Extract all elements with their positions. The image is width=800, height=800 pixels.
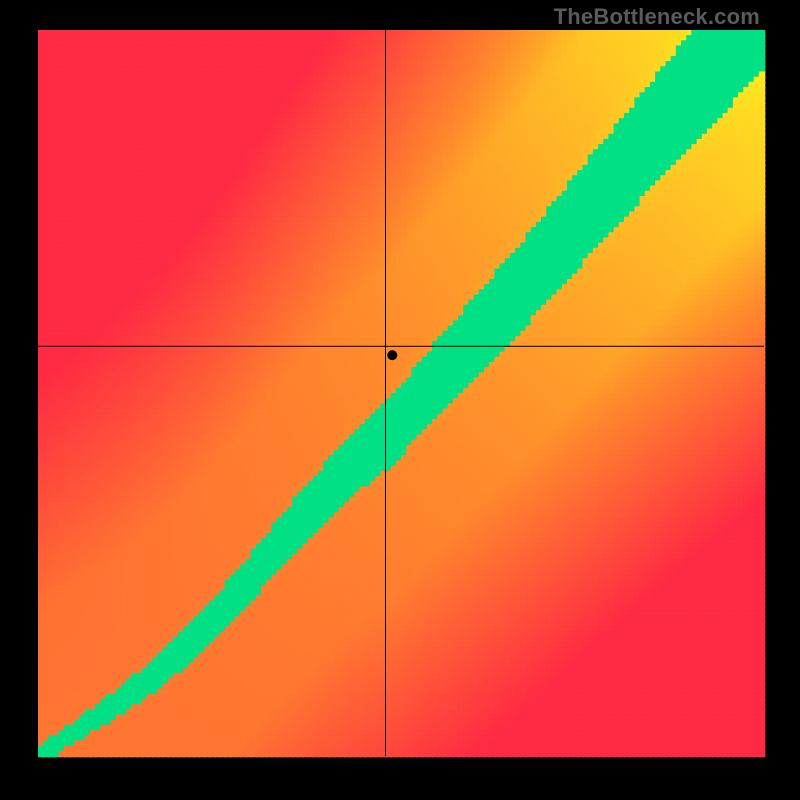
watermark-text: TheBottleneck.com xyxy=(554,4,760,30)
chart-container: TheBottleneck.com xyxy=(0,0,800,800)
bottleneck-heatmap xyxy=(0,0,800,800)
